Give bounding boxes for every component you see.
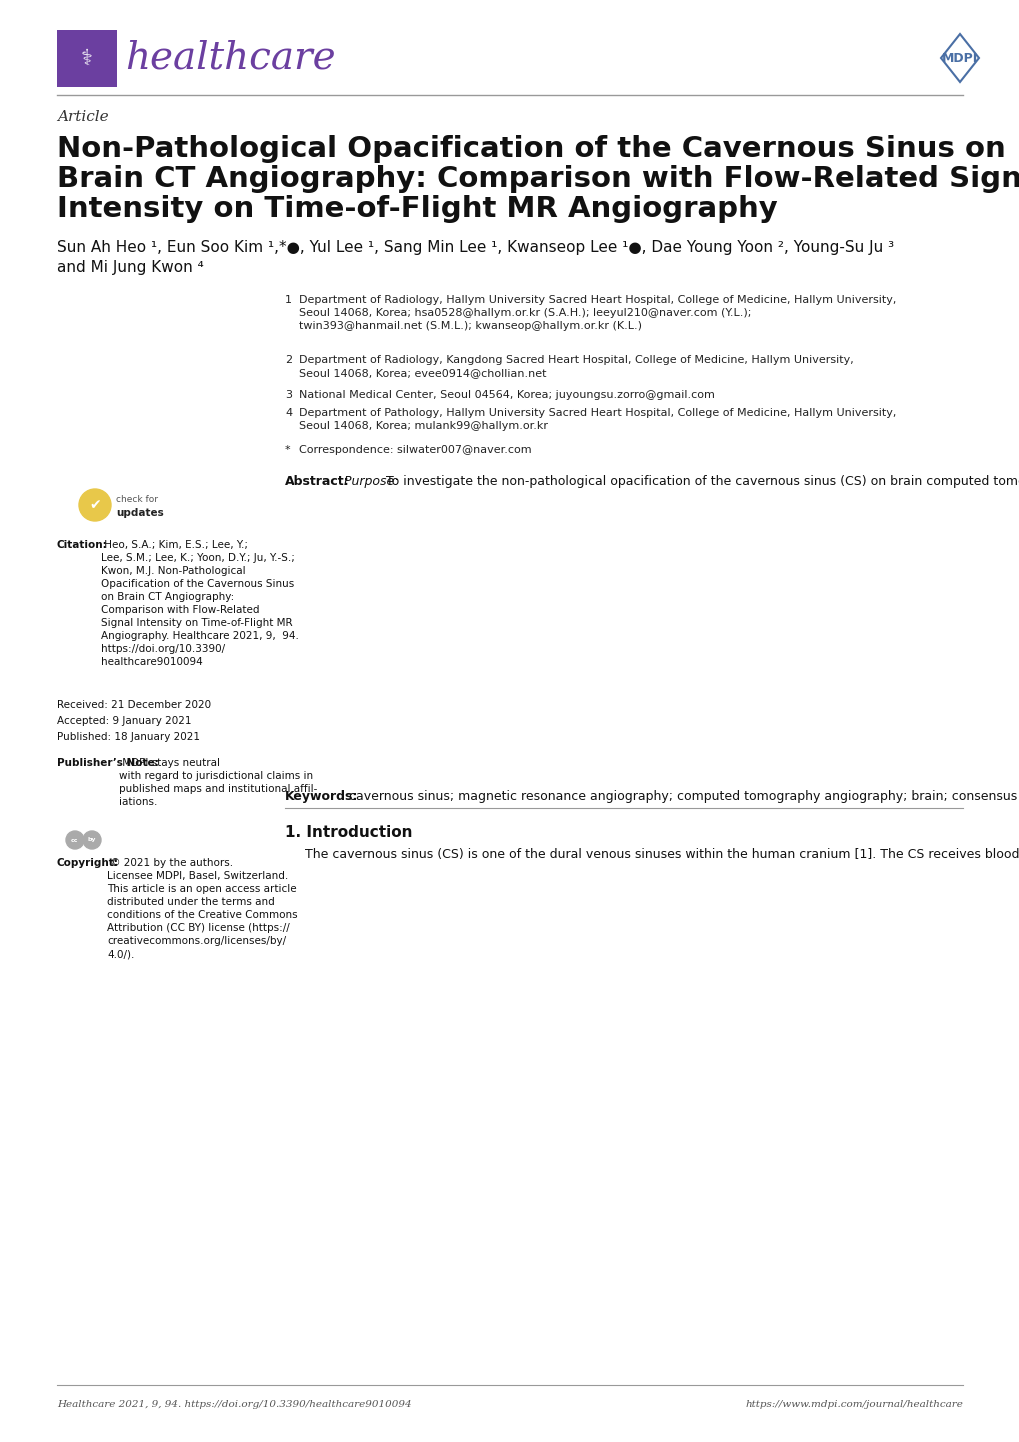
Text: 2: 2 xyxy=(284,355,291,365)
Circle shape xyxy=(66,831,84,849)
Circle shape xyxy=(83,831,101,849)
Text: Purpose:: Purpose: xyxy=(339,474,398,487)
Text: check for: check for xyxy=(116,495,158,503)
Text: Sun Ah Heo ¹, Eun Soo Kim ¹,*●, Yul Lee ¹, Sang Min Lee ¹, Kwanseop Lee ¹●, Dae : Sun Ah Heo ¹, Eun Soo Kim ¹,*●, Yul Lee … xyxy=(57,239,894,255)
Text: Department of Radiology, Hallym University Sacred Heart Hospital, College of Med: Department of Radiology, Hallym Universi… xyxy=(299,296,896,332)
Text: by: by xyxy=(88,838,96,842)
Text: Published: 18 January 2021: Published: 18 January 2021 xyxy=(57,733,200,743)
Text: Department of Radiology, Kangdong Sacred Heart Hospital, College of Medicine, Ha: Department of Radiology, Kangdong Sacred… xyxy=(299,355,853,378)
Text: *: * xyxy=(284,446,290,456)
Text: 4: 4 xyxy=(284,408,291,418)
Text: ✔: ✔ xyxy=(89,497,101,512)
Text: Accepted: 9 January 2021: Accepted: 9 January 2021 xyxy=(57,717,192,725)
Text: Publisher’s Note:: Publisher’s Note: xyxy=(57,758,159,769)
Text: The cavernous sinus (CS) is one of the dural venous sinuses within the human cra: The cavernous sinus (CS) is one of the d… xyxy=(284,848,1019,861)
Text: Keywords:: Keywords: xyxy=(284,790,358,803)
Text: updates: updates xyxy=(116,508,164,518)
Text: Citation:: Citation: xyxy=(57,539,108,549)
Text: 3: 3 xyxy=(284,389,291,399)
FancyBboxPatch shape xyxy=(57,30,117,87)
Text: Healthcare 2021, 9, 94. https://doi.org/10.3390/healthcare9010094: Healthcare 2021, 9, 94. https://doi.org/… xyxy=(57,1400,412,1409)
Text: MDPI stays neutral
with regard to jurisdictional claims in
published maps and in: MDPI stays neutral with regard to jurisd… xyxy=(119,758,317,808)
Text: Non-Pathological Opacification of the Cavernous Sinus on: Non-Pathological Opacification of the Ca… xyxy=(57,136,1005,163)
Text: cavernous sinus; magnetic resonance angiography; computed tomography angiography: cavernous sinus; magnetic resonance angi… xyxy=(344,790,1016,803)
Text: Brain CT Angiography: Comparison with Flow-Related Signal: Brain CT Angiography: Comparison with Fl… xyxy=(57,164,1019,193)
Text: Received: 21 December 2020: Received: 21 December 2020 xyxy=(57,699,211,709)
Text: https://www.mdpi.com/journal/healthcare: https://www.mdpi.com/journal/healthcare xyxy=(745,1400,962,1409)
Text: Correspondence: silwater007@naver.com: Correspondence: silwater007@naver.com xyxy=(299,446,531,456)
Text: 1. Introduction: 1. Introduction xyxy=(284,825,412,841)
Text: Heo, S.A.; Kim, E.S.; Lee, Y.;
Lee, S.M.; Lee, K.; Yoon, D.Y.; Ju, Y.-S.;
Kwon, : Heo, S.A.; Kim, E.S.; Lee, Y.; Lee, S.M.… xyxy=(101,539,299,668)
Text: 1: 1 xyxy=(284,296,291,306)
Text: cc: cc xyxy=(71,838,78,842)
Text: Abstract:: Abstract: xyxy=(284,474,350,487)
Text: Copyright:: Copyright: xyxy=(57,858,119,868)
Text: Article: Article xyxy=(57,110,108,124)
Text: and Mi Jung Kwon ⁴: and Mi Jung Kwon ⁴ xyxy=(57,260,204,275)
Text: Department of Pathology, Hallym University Sacred Heart Hospital, College of Med: Department of Pathology, Hallym Universi… xyxy=(299,408,896,431)
Text: To investigate the non-pathological opacification of the cavernous sinus (CS) on: To investigate the non-pathological opac… xyxy=(382,474,1019,487)
Text: healthcare: healthcare xyxy=(125,39,335,76)
Text: © 2021 by the authors.
Licensee MDPI, Basel, Switzerland.
This article is an ope: © 2021 by the authors. Licensee MDPI, Ba… xyxy=(107,858,298,959)
Text: National Medical Center, Seoul 04564, Korea; juyoungsu.zorro@gmail.com: National Medical Center, Seoul 04564, Ko… xyxy=(299,389,714,399)
Text: Intensity on Time-of-Flight MR Angiography: Intensity on Time-of-Flight MR Angiograp… xyxy=(57,195,777,224)
Circle shape xyxy=(78,489,111,521)
Text: MDPI: MDPI xyxy=(941,52,977,65)
Text: ⚕: ⚕ xyxy=(81,49,93,69)
